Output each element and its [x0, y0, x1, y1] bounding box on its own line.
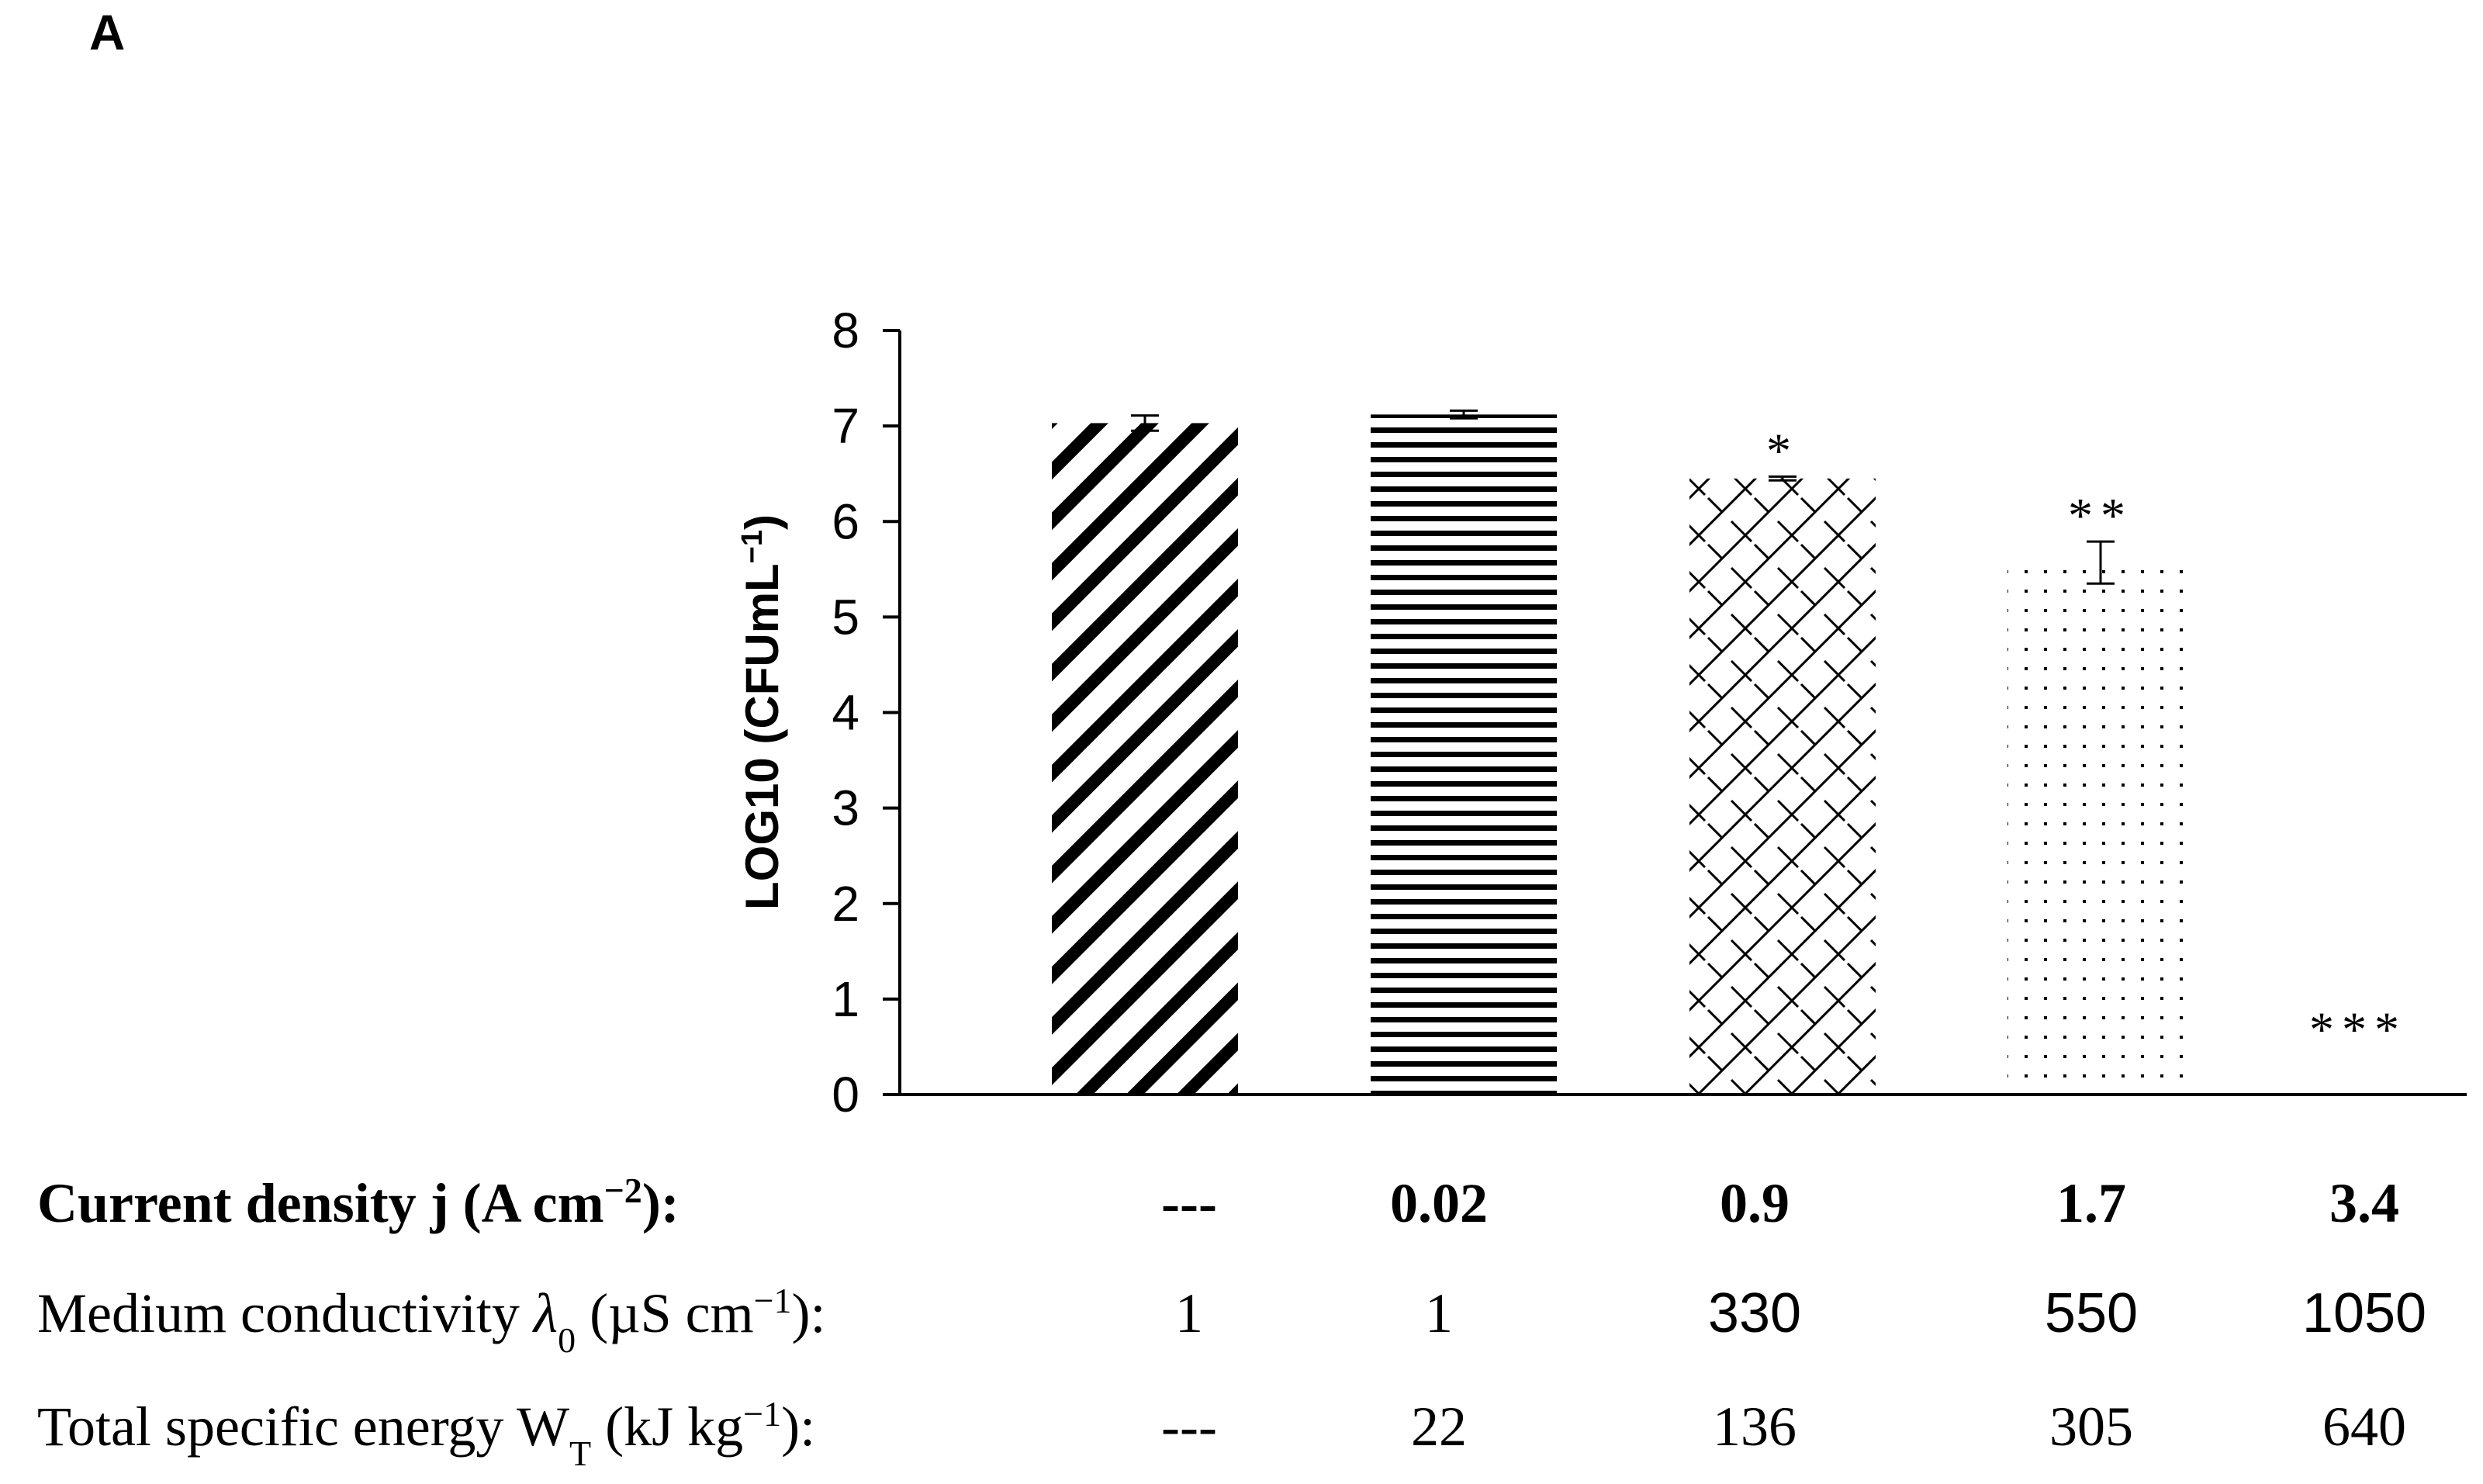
- y-tick-label-3: 3: [832, 780, 859, 836]
- table-cell-r0-c3: 1.7: [2056, 1172, 2126, 1234]
- bar-0: [1052, 423, 1238, 1095]
- row-conductivity-label: Medium conductivity λ0 (µS cm−1):: [37, 1281, 826, 1360]
- bar-2: [1689, 478, 1876, 1095]
- y-tick-label-0: 0: [832, 1067, 859, 1123]
- panel-label: A: [89, 5, 125, 61]
- table-cell-r2-c3: 305: [2049, 1396, 2133, 1458]
- y-tick-label-7: 7: [832, 398, 859, 454]
- y-axis-label: LOG10 (CFUmL−1): [736, 514, 788, 910]
- y-tick-label-2: 2: [832, 876, 859, 932]
- table-cell-r2-c1: 22: [1411, 1396, 1467, 1458]
- y-axis-label-text: LOG10 (CFUmL: [736, 563, 788, 910]
- table-cell-r1-c1: 1: [1425, 1282, 1453, 1344]
- y-axis-label-sup: −1: [736, 530, 769, 563]
- y-tick-label-5: 5: [832, 589, 859, 645]
- y-axis-ticks: 0 1 2 3 4 5 6 7 8: [832, 303, 900, 1123]
- significance-4: ***: [2309, 1002, 2407, 1057]
- y-tick-label-6: 6: [832, 493, 859, 549]
- parameter-table: Current density j (A cm−2): Medium condu…: [37, 1171, 2426, 1473]
- y-tick-label-1: 1: [832, 971, 859, 1027]
- bars: ******: [1052, 409, 2407, 1095]
- y-axis-label-close: ): [736, 514, 788, 530]
- table-cell-r2-c0: ---: [1161, 1396, 1217, 1458]
- significance-2: *: [1766, 423, 1799, 478]
- axes: [898, 330, 2467, 1096]
- table-cell-r0-c2: 0.9: [1720, 1172, 1790, 1234]
- table-cell-r1-c0: 1: [1175, 1282, 1203, 1344]
- table-cell-r1-c3: 550: [2045, 1282, 2138, 1344]
- significance-3: **: [2068, 488, 2133, 543]
- table-cell-r0-c1: 0.02: [1390, 1172, 1488, 1234]
- row-current-density-label: Current density j (A cm−2):: [37, 1171, 680, 1235]
- table-cell-r2-c2: 136: [1713, 1396, 1797, 1458]
- table-cell-r0-c4: 3.4: [2329, 1172, 2399, 1234]
- table-cell-r2-c4: 640: [2322, 1396, 2406, 1458]
- y-tick-label-8: 8: [832, 303, 859, 358]
- table-cell-r1-c4: 1050: [2302, 1282, 2426, 1344]
- table-cell-r0-c0: ---: [1161, 1172, 1217, 1234]
- y-tick-label-4: 4: [832, 685, 859, 741]
- bar-1: [1371, 414, 1557, 1095]
- table-values: --- 0.02 0.9 1.7 3.4 1 1 330 550 1050 --- 22 136 305 6…: [1161, 1172, 2426, 1458]
- bar-3: [2007, 562, 2194, 1095]
- table-cell-r1-c2: 330: [1708, 1282, 1801, 1344]
- row-energy-label: Total specific energy WT (kJ kg−1):: [37, 1394, 815, 1473]
